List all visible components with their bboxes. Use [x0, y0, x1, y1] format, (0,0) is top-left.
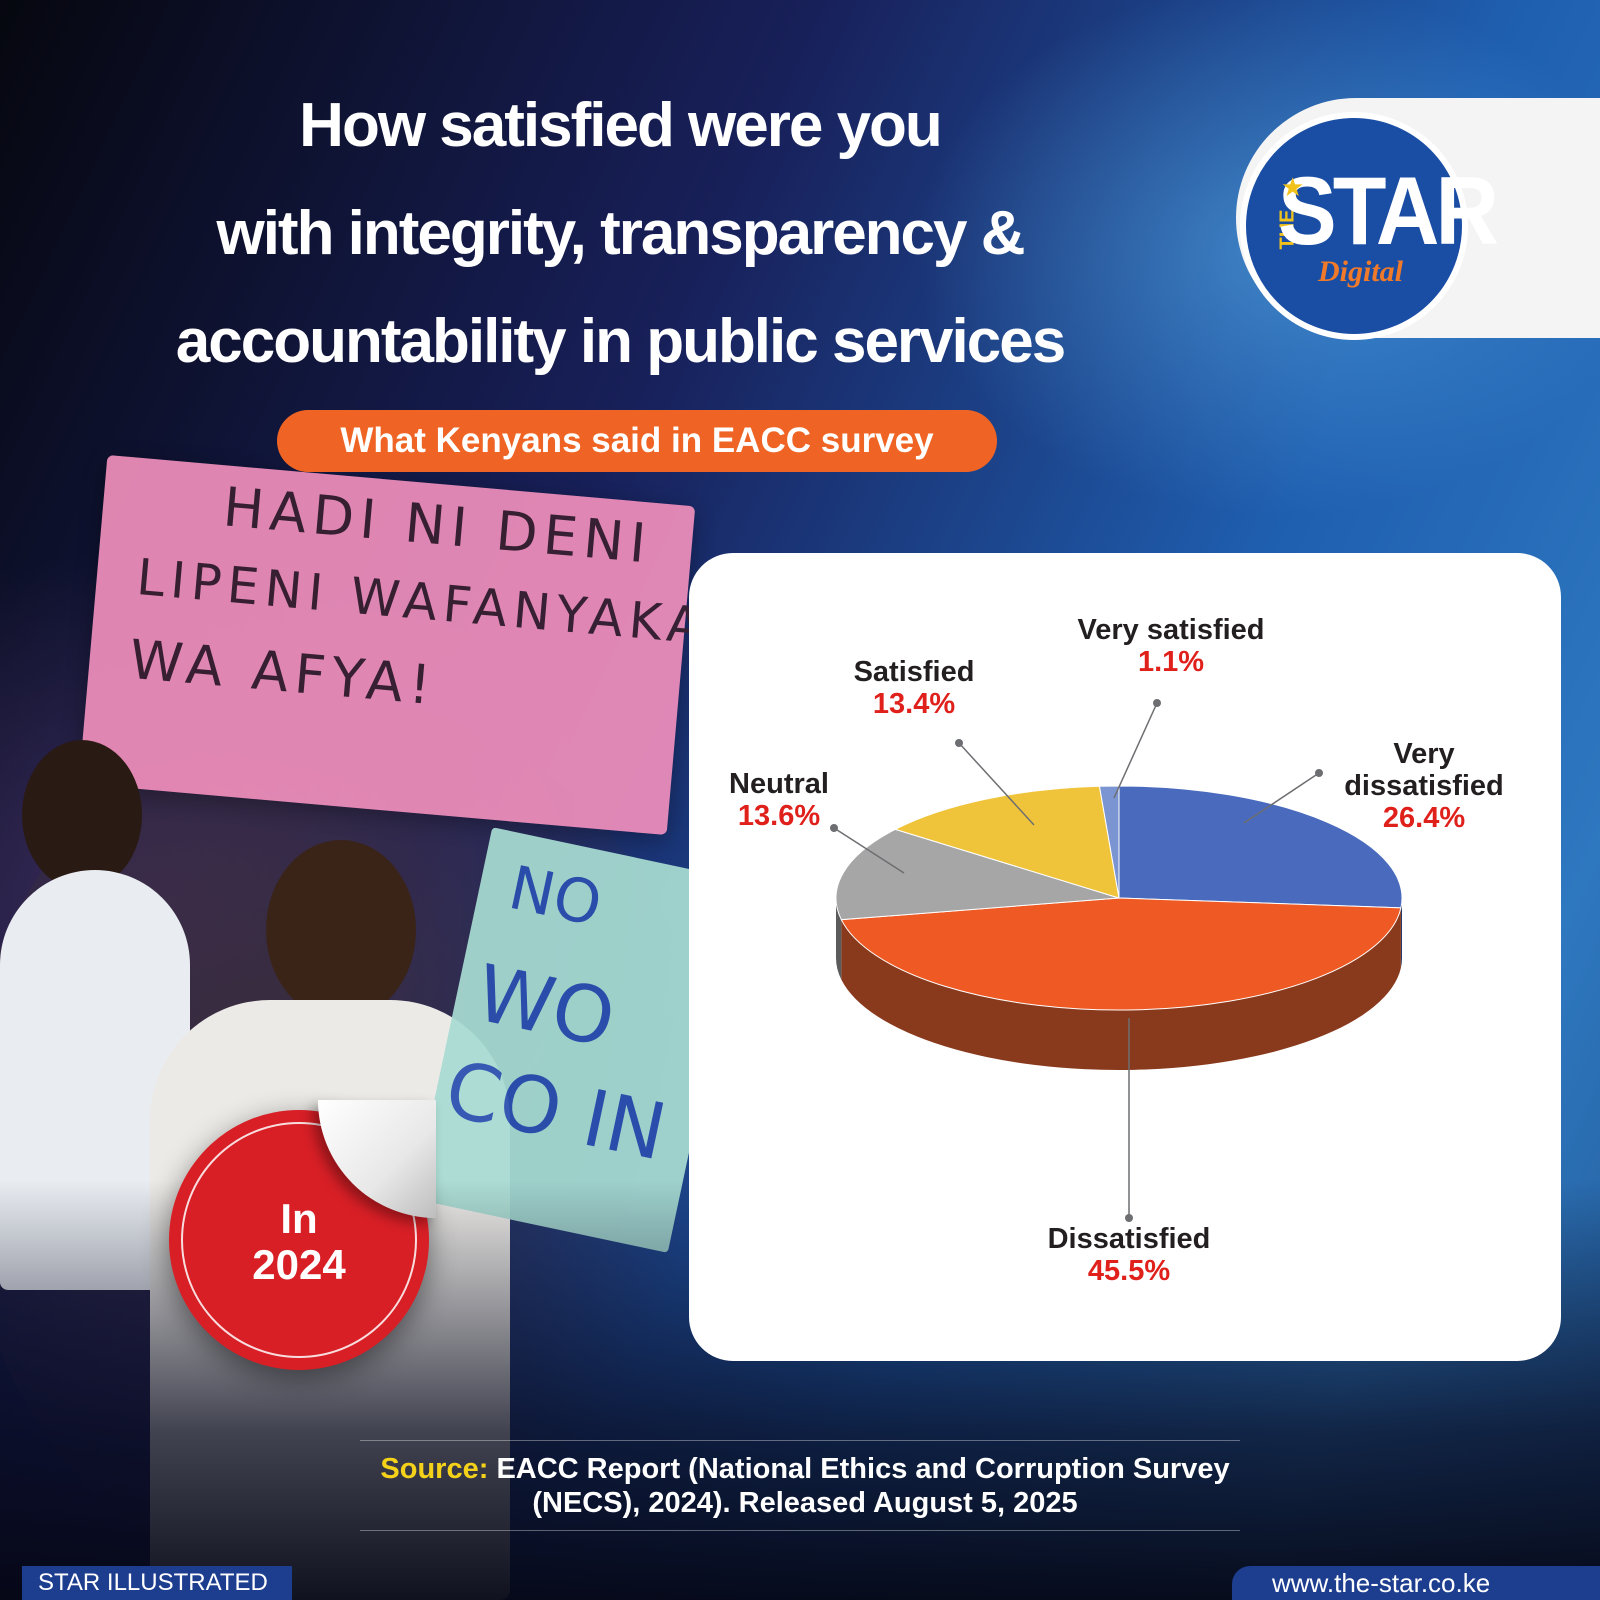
source-line1: EACC Report (National Ethics and Corrupt…	[496, 1453, 1230, 1485]
source-note: Source: EACC Report (National Ethics and…	[330, 1452, 1280, 1520]
star-icon: ★	[1281, 172, 1305, 202]
pie-slice-dissatisfied	[840, 897, 1402, 1011]
green-placard-line2: WO	[468, 948, 623, 1066]
source-label: Source:	[380, 1453, 489, 1485]
slice-value-neutral: 13.6%	[738, 800, 820, 832]
slice-value-very-satisfied: 1.1%	[1138, 646, 1204, 678]
subtitle-pill: What Kenyans said in EACC survey	[277, 410, 997, 472]
pie-side-dissatisfied	[841, 907, 1401, 1070]
leader-line-very-dissatisfied	[1243, 772, 1320, 824]
pie-side-very-dissatisfied	[1400, 898, 1402, 968]
pie-slice-neutral	[835, 828, 1120, 921]
photo-person-head-left	[22, 740, 142, 890]
pie-slice-very-dissatisfied	[1118, 785, 1403, 909]
star-logo-circle	[1240, 112, 1468, 340]
page-title: How satisfied were you with integrity, t…	[60, 72, 1180, 396]
slice-value-satisfied: 13.4%	[873, 688, 955, 720]
slice-label-satisfied: Satisfied	[854, 656, 975, 688]
logo-digital-text: Digital	[1318, 255, 1404, 288]
placard-text-line3: WA AFYA!	[127, 627, 440, 718]
source-divider-top	[360, 1440, 1240, 1441]
green-placard-line1: NO	[502, 852, 608, 941]
slice-label-dissatisfied: Dissatisfied	[1048, 1223, 1211, 1255]
leader-dot-satisfied	[955, 739, 963, 747]
green-placard-line3: CO IN	[437, 1044, 674, 1179]
leader-dot-very-satisfied	[1153, 699, 1161, 707]
slice-label-neutral: Neutral	[729, 768, 829, 800]
footer-credit: STAR ILLUSTRATED	[22, 1566, 292, 1600]
year-badge-line1: In	[280, 1195, 318, 1242]
year-badge-line2: 2024	[252, 1241, 346, 1288]
source-line2: (NECS), 2024). Released August 5, 2025	[532, 1487, 1078, 1519]
footer-website-link[interactable]: www.the-star.co.ke	[1232, 1566, 1600, 1600]
source-divider-bottom	[360, 1530, 1240, 1531]
leader-line-very-satisfied	[1113, 702, 1158, 799]
photo-placard-pink: HADI NI DENI LIPENI WAFANYAKAZI WA AFYA!	[78, 454, 770, 836]
leader-dot-very-dissatisfied	[1315, 769, 1323, 777]
title-line-2: with integrity, transparency &	[216, 199, 1025, 268]
leader-dot-neutral	[830, 824, 838, 832]
pie-side-neutral	[836, 898, 842, 980]
slice-value-very-dissatisfied: 26.4%	[1383, 802, 1465, 834]
year-badge-ring	[181, 1122, 417, 1358]
title-line-3: accountability in public services	[175, 307, 1066, 376]
slice-value-dissatisfied: 45.5%	[1088, 1255, 1170, 1287]
leader-line-satisfied	[958, 742, 1035, 826]
leader-line-neutral	[833, 827, 905, 874]
title-line-1: How satisfied were you	[299, 91, 943, 160]
leader-dot-dissatisfied	[1125, 1214, 1133, 1222]
logo-star-text: STAR	[1278, 156, 1499, 265]
photo-nurse-head	[266, 840, 416, 1020]
slice-label-very-satisfied: Very satisfied	[1078, 614, 1265, 646]
year-badge-text: In 2024	[169, 1196, 429, 1288]
pie-slice-satisfied	[894, 785, 1120, 899]
slice-label-very-dissatisfied-line2: dissatisfied	[1344, 770, 1504, 802]
slice-label-very-dissatisfied-line1: Very	[1393, 738, 1454, 770]
